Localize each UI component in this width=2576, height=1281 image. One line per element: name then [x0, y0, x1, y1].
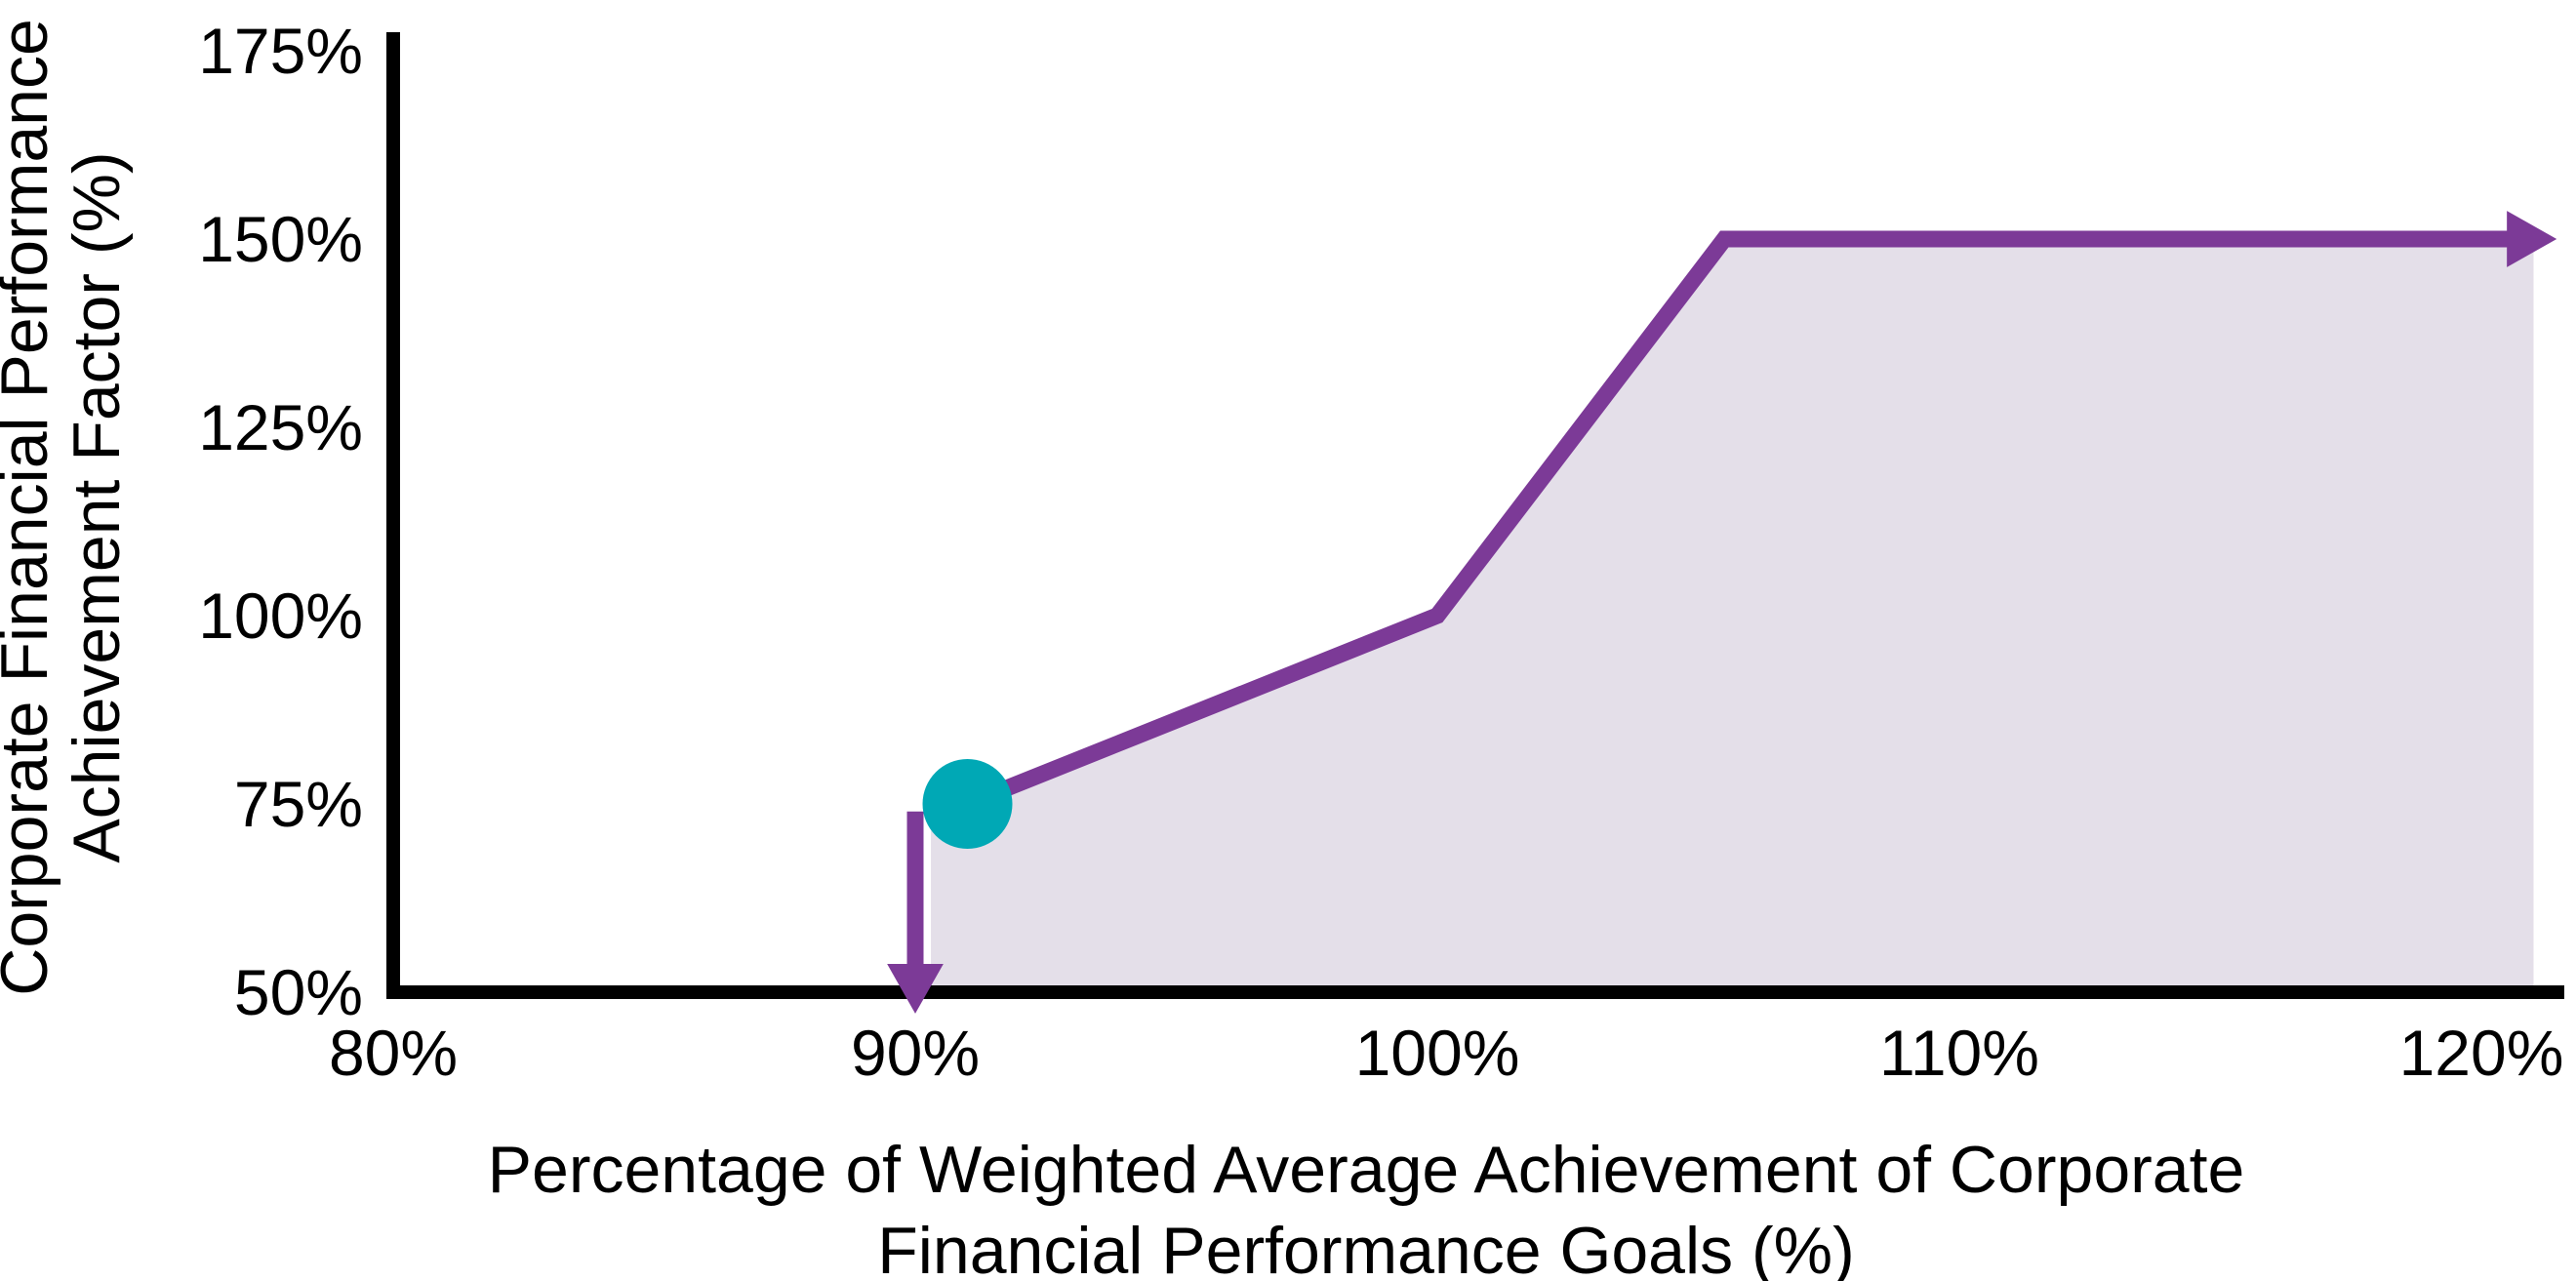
x-tick-label: 110% [1879, 1017, 2039, 1089]
y-axis-title-line1: Corporate Financial Performance [0, 19, 61, 996]
area-fill [931, 239, 2534, 992]
x-axis-title-line1: Percentage of Weighted Average Achieveme… [488, 1133, 2245, 1207]
y-tick-label: 75% [234, 768, 363, 840]
y-tick-label: 150% [198, 203, 363, 275]
y-axis-title-line2: Achievement Factor (%) [60, 151, 134, 862]
y-tick-label: 125% [198, 391, 363, 463]
achievement-factor-line [964, 211, 2557, 812]
x-tick-label: 100% [1355, 1017, 1520, 1089]
x-axis-title-line2: Financial Performance Goals (%) [877, 1214, 1854, 1281]
y-tick-label: 100% [198, 580, 363, 652]
x-tick-label: 80% [329, 1017, 458, 1089]
chart-root: 50% 75% 100% 125% 150% 175% 80% 90% 100% 110% 120%… [0, 15, 2564, 1281]
x-tick-label: 120% [2399, 1017, 2564, 1089]
y-tick-label: 175% [198, 15, 363, 87]
start-point-dot [922, 759, 1013, 849]
y-tick-label: 50% [234, 956, 363, 1028]
x-tick-label: 90% [851, 1017, 980, 1089]
